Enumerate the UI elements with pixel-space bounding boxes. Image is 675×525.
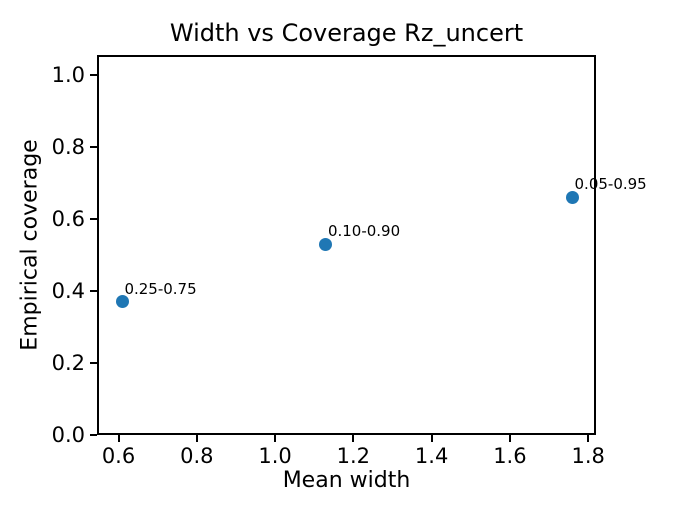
data-point	[566, 190, 580, 204]
point-annotation-label: 0.25-0.75	[124, 279, 197, 298]
plot-canvas: 0.6 0.8 1.0 1.2 1.4 1.6 1.8 0.0 0.2 0.4 0.6 0.8 1.0 0…	[52, 55, 647, 468]
x-tick-label: 0.6	[101, 444, 136, 468]
x-tick-label: 1.4	[414, 444, 449, 468]
plot-area: 0.6 0.8 1.0 1.2 1.4 1.6 1.8 0.0 0.2 0.4 0.6 0.8 1.0 0…	[52, 55, 647, 468]
x-tick-mark	[430, 435, 433, 442]
x-axis-label: Mean width	[282, 468, 411, 493]
x-tick-mark	[117, 435, 120, 442]
x-tick-mark	[508, 435, 511, 442]
x-tick-label: 1.0	[258, 444, 292, 468]
y-tick-label: 0.0	[51, 423, 85, 447]
data-point	[115, 295, 129, 309]
x-tick-label: 0.8	[180, 444, 214, 468]
y-tick-mark	[90, 361, 97, 364]
y-tick-mark	[90, 434, 97, 436]
x-tick-mark	[195, 435, 198, 442]
y-axis-label: Empirical coverage	[17, 139, 43, 351]
y-tick-label: 0.4	[51, 278, 85, 303]
chart-title: Width vs Coverage Rz_uncert	[169, 19, 524, 47]
y-tick-label: 0.8	[51, 134, 85, 159]
y-tick-label: 0.2	[51, 350, 85, 375]
x-tick-label: 1.2	[336, 444, 371, 468]
x-tick-label: 1.8	[571, 444, 605, 468]
x-tick-label: 1.6	[493, 444, 527, 468]
y-tick-mark	[90, 73, 97, 76]
y-tick-label: 1.0	[51, 62, 85, 87]
data-point	[319, 237, 333, 251]
y-tick-label: 0.6	[51, 206, 85, 231]
x-tick-mark	[352, 435, 355, 442]
point-annotation-label: 0.10-0.90	[327, 222, 401, 241]
x-tick-mark	[587, 435, 590, 442]
x-tick-mark	[274, 435, 277, 442]
y-tick-mark	[90, 145, 97, 148]
point-annotation-label: 0.05-0.95	[574, 175, 647, 194]
y-tick-mark	[90, 217, 97, 220]
y-tick-mark	[90, 289, 97, 292]
